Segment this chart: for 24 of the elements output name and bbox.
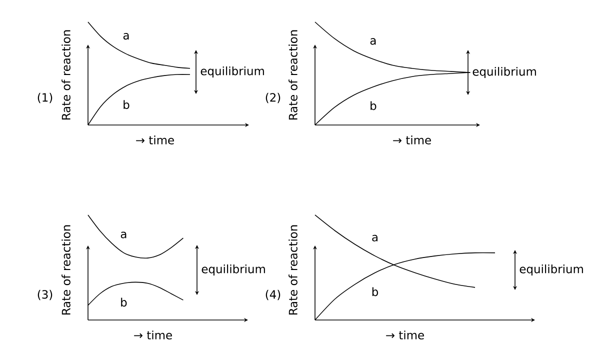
series-label: a — [370, 38, 376, 45]
x-axis-title: → time — [136, 136, 174, 144]
y-axis-title: Rate of reaction — [288, 225, 298, 315]
text: (2) — [266, 92, 280, 104]
x-axis-title: → time — [134, 330, 172, 340]
text: (4) — [266, 290, 280, 300]
x-axis-title: → time — [393, 136, 431, 144]
series-label: a — [372, 234, 378, 242]
x-axis-title: → time — [386, 330, 424, 340]
series-label: b — [370, 101, 376, 110]
series-label: b — [372, 287, 378, 296]
text: (3) — [38, 290, 52, 300]
text: equilibrium — [520, 264, 583, 276]
text: equilibrium — [202, 264, 265, 276]
y-axis-title: Rate of reaction — [288, 30, 298, 120]
series-label: a — [120, 232, 126, 238]
text: equilibrium — [200, 66, 264, 78]
y-axis-title: Rate of reaction — [62, 30, 70, 120]
series-label: b — [124, 100, 130, 110]
annotation: equilibrium — [472, 66, 536, 78]
series-label: a — [123, 33, 129, 40]
series-label: b — [121, 298, 127, 307]
text: (1) — [38, 92, 52, 104]
y-axis-title: Rate of reaction — [62, 225, 70, 315]
